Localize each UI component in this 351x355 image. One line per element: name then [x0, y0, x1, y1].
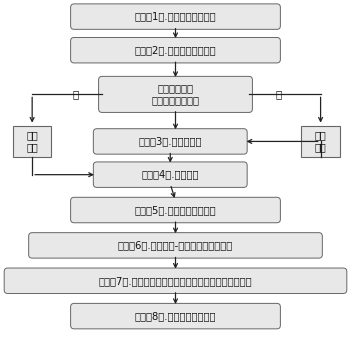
Text: 步骤（1）.样品的采集和制样: 步骤（1）.样品的采集和制样	[135, 12, 216, 22]
Text: 一步
净化: 一步 净化	[26, 130, 38, 153]
FancyBboxPatch shape	[71, 4, 280, 29]
FancyBboxPatch shape	[93, 129, 247, 154]
Text: 两步
净化: 两步 净化	[315, 130, 326, 153]
FancyBboxPatch shape	[93, 162, 247, 187]
FancyBboxPatch shape	[29, 233, 322, 258]
FancyBboxPatch shape	[302, 126, 340, 157]
FancyBboxPatch shape	[71, 38, 280, 63]
Text: 步骤（8）.样品及回收率测定: 步骤（8）.样品及回收率测定	[135, 311, 216, 321]
FancyBboxPatch shape	[71, 304, 280, 329]
Text: 步骤（6）.气相色谱-电子捕获检测器检测: 步骤（6）.气相色谱-电子捕获检测器检测	[118, 240, 233, 250]
Text: 是: 是	[73, 89, 79, 99]
Text: 步骤（4）.浓缩定容: 步骤（4）.浓缩定容	[141, 170, 199, 180]
Text: 步骤（3）.浓硫酸净化: 步骤（3）.浓硫酸净化	[139, 136, 202, 146]
Text: 步骤（5）.分散固相蒄取净化: 步骤（5）.分散固相蒄取净化	[135, 205, 216, 215]
Text: 提取液的颜色
是否基本无色透明: 提取液的颜色 是否基本无色透明	[152, 83, 199, 105]
FancyBboxPatch shape	[99, 76, 252, 113]
Text: 否: 否	[276, 89, 282, 99]
Text: 步骤（2）.取样和超声波蒄取: 步骤（2）.取样和超声波蒄取	[135, 45, 216, 55]
FancyBboxPatch shape	[71, 197, 280, 223]
FancyBboxPatch shape	[4, 268, 347, 294]
FancyBboxPatch shape	[13, 126, 51, 157]
Text: 步骤（7）.标准曲线绘制：以保留时间定性，外标法定量: 步骤（7）.标准曲线绘制：以保留时间定性，外标法定量	[99, 276, 252, 286]
